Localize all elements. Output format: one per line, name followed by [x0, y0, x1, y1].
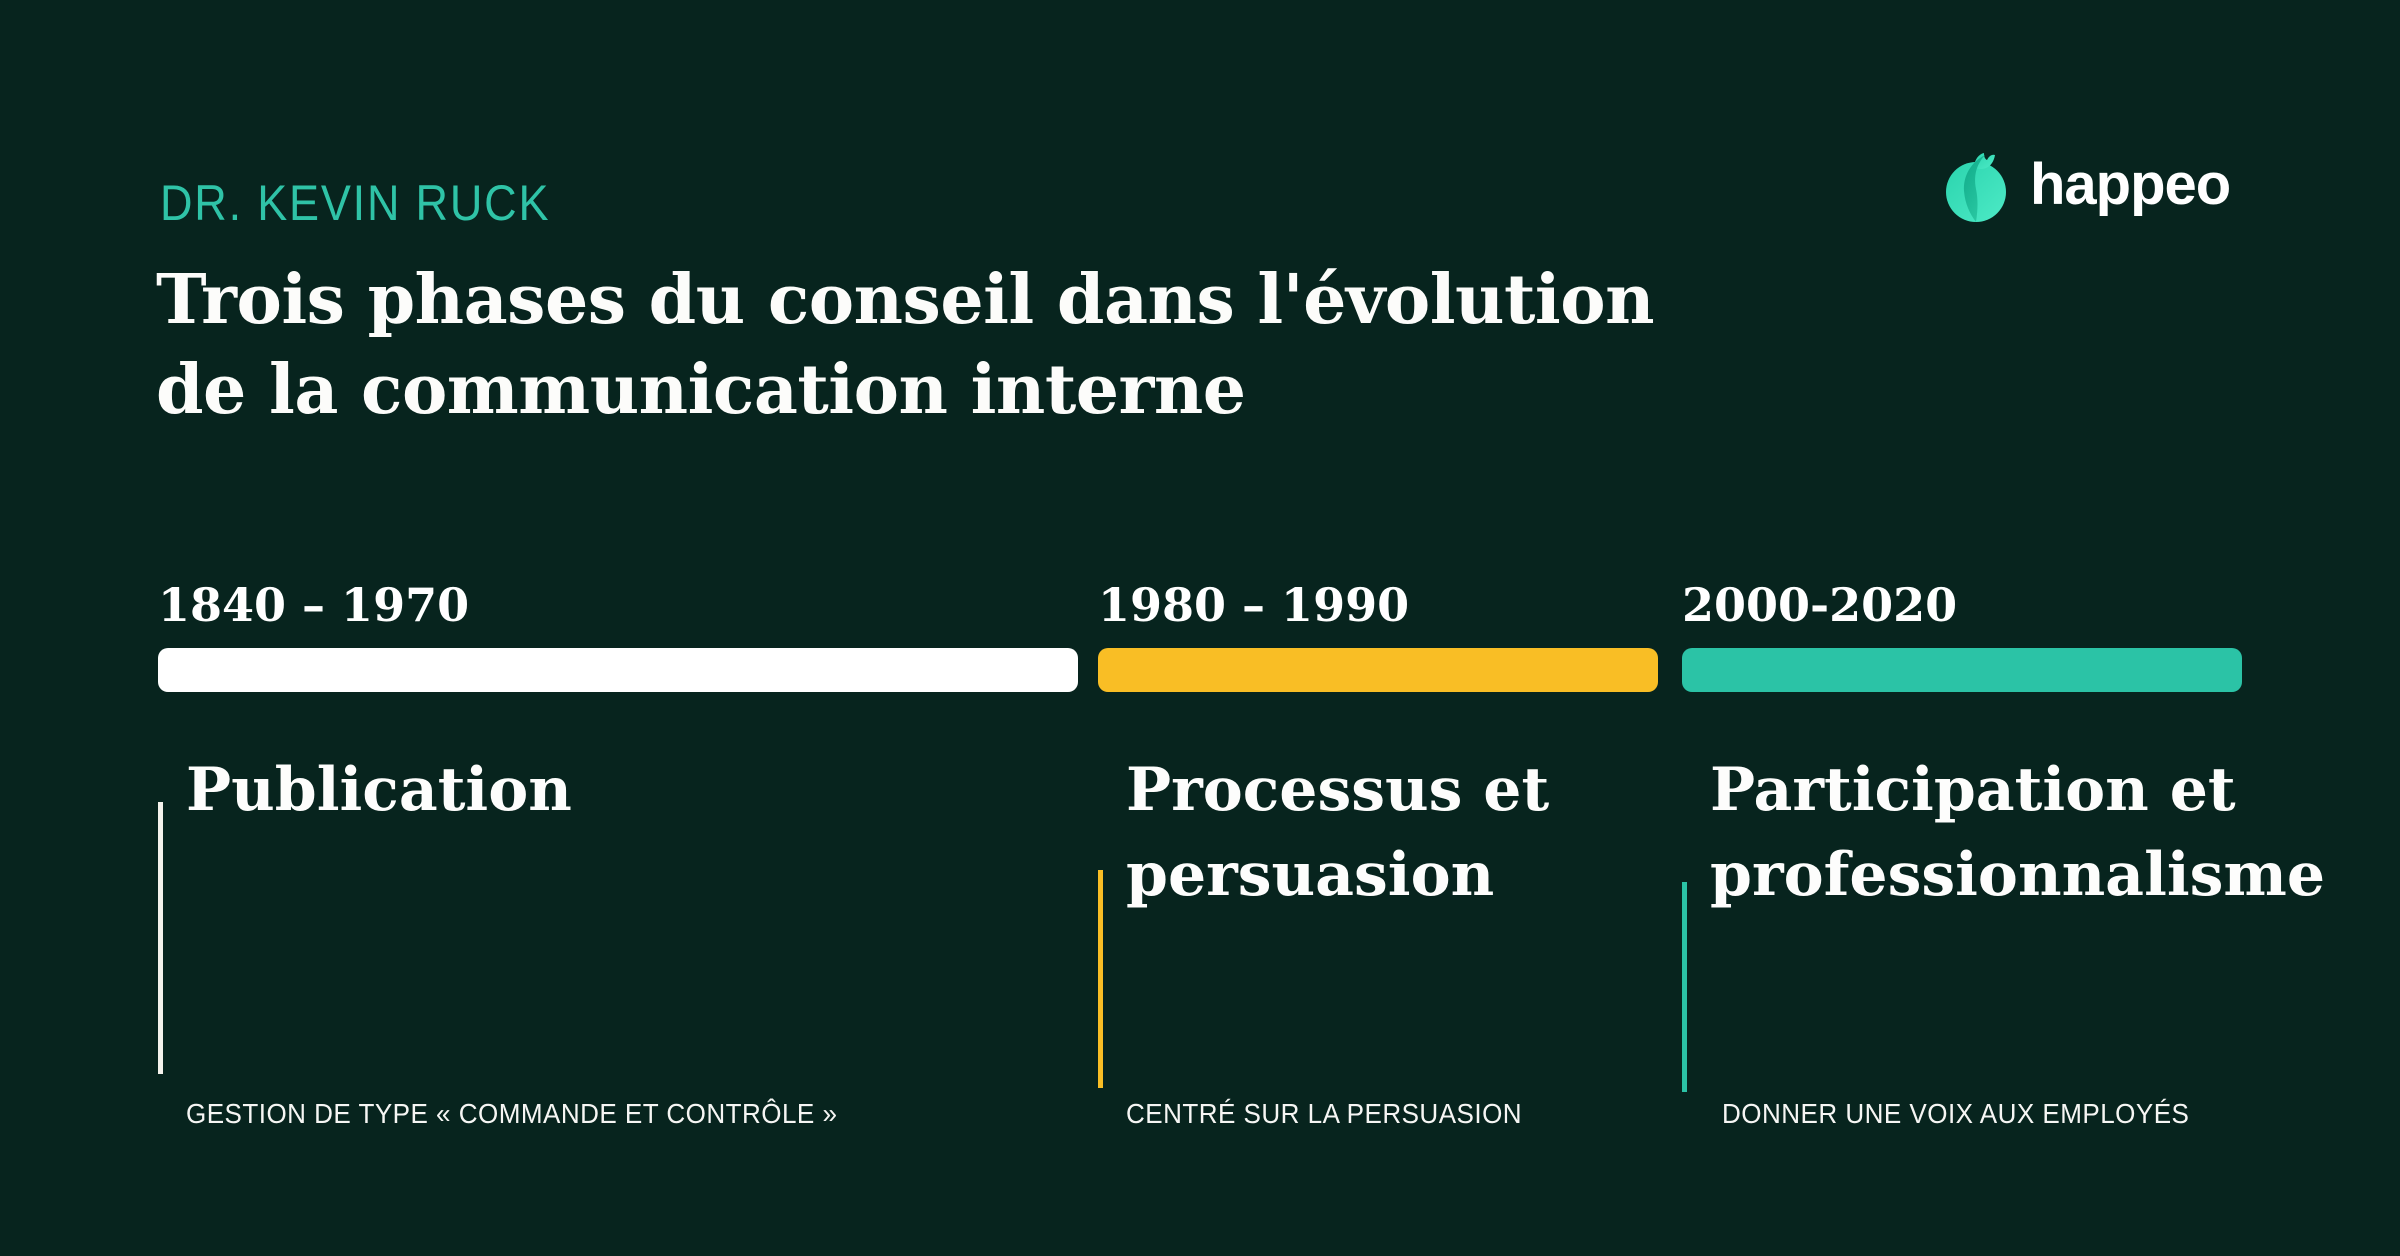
timeline-bar	[1098, 648, 1658, 692]
happeo-logo-icon	[1946, 153, 2006, 222]
accent-line	[1098, 870, 1103, 1088]
phase-caption: CENTRÉ SUR LA PERSUASION	[1126, 1098, 1523, 1129]
page-title-line2: de la communication interne	[156, 349, 1246, 430]
page-title-line1: Trois phases du conseil dans l'évolution	[156, 260, 1655, 340]
happeo-wordmark: happeo	[2030, 152, 2231, 217]
period-label: 1840 – 1970	[158, 578, 470, 632]
timeline-bar	[1682, 648, 2242, 692]
period-label: 1980 – 1990	[1098, 578, 1410, 632]
page-title: Trois phases du conseil dans l'évolution…	[156, 256, 1655, 436]
phase-title: Processus et persuasion	[1126, 755, 1550, 911]
accent-line	[158, 802, 163, 1074]
phase-title: Participation et professionnalisme	[1710, 755, 2326, 911]
timeline-phase-3: 2000-2020 Participation et professionnal…	[1682, 0, 2325, 1256]
eyebrow-author: DR. KEVIN RUCK	[160, 175, 551, 231]
phase-caption: GESTION DE TYPE « COMMANDE ET CONTRÔLE »	[186, 1098, 838, 1129]
accent-line	[1682, 882, 1687, 1092]
phase-caption: DONNER UNE VOIX AUX EMPLOYÉS	[1722, 1098, 2190, 1129]
happeo-logo: happeo	[1942, 152, 2231, 224]
timeline-phase-2: 1980 – 1990 Processus et persuasion CENT…	[1098, 0, 1658, 1256]
timeline-bar	[158, 648, 1078, 692]
timeline-phase-1: 1840 – 1970 Publication GESTION DE TYPE …	[158, 0, 1078, 1256]
period-label: 2000-2020	[1682, 578, 1958, 632]
phase-title: Publication	[186, 755, 572, 825]
